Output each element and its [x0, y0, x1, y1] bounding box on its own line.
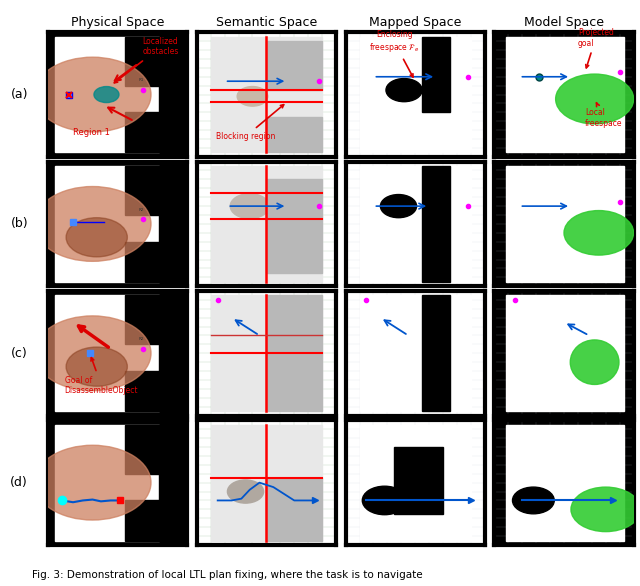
- Bar: [125, 242, 159, 282]
- Text: Enclosing
freespace $\mathcal{F}_e$: Enclosing freespace $\mathcal{F}_e$: [369, 30, 419, 77]
- Circle shape: [571, 487, 640, 532]
- Bar: [125, 371, 159, 411]
- Text: R2: R2: [138, 337, 144, 341]
- Text: (c): (c): [11, 347, 28, 360]
- Text: Local
freespace: Local freespace: [585, 103, 622, 128]
- Circle shape: [362, 486, 407, 515]
- Bar: [360, 425, 471, 540]
- Bar: [506, 166, 624, 282]
- Bar: [360, 166, 471, 282]
- Bar: [506, 425, 624, 540]
- Bar: [266, 179, 322, 273]
- Text: Projected
goal: Projected goal: [578, 28, 614, 68]
- Circle shape: [237, 87, 268, 106]
- Bar: [125, 166, 159, 215]
- Bar: [159, 37, 188, 152]
- Bar: [360, 295, 471, 411]
- Ellipse shape: [570, 340, 619, 384]
- Text: (b): (b): [10, 217, 28, 230]
- Text: Region 1: Region 1: [73, 128, 110, 137]
- Bar: [211, 166, 322, 282]
- Bar: [55, 425, 159, 540]
- Circle shape: [66, 217, 127, 257]
- Text: (a): (a): [10, 88, 28, 101]
- Text: Fig. 3: Demonstration of local LTL plan fixing, where the task is to navigate: Fig. 3: Demonstration of local LTL plan …: [32, 570, 422, 580]
- Text: Blocking region: Blocking region: [216, 105, 284, 141]
- Bar: [266, 117, 322, 152]
- Circle shape: [66, 347, 127, 386]
- Bar: [422, 295, 450, 411]
- Bar: [125, 295, 159, 345]
- Bar: [211, 37, 322, 152]
- Bar: [211, 295, 322, 411]
- Bar: [125, 425, 159, 473]
- Circle shape: [513, 487, 554, 514]
- Text: (d): (d): [10, 476, 28, 489]
- Bar: [506, 37, 624, 152]
- Bar: [211, 425, 322, 540]
- Circle shape: [34, 316, 151, 391]
- Circle shape: [386, 79, 422, 102]
- Circle shape: [230, 193, 269, 219]
- Bar: [266, 478, 322, 540]
- Bar: [360, 37, 471, 152]
- Circle shape: [34, 445, 151, 520]
- Text: Mapped Space: Mapped Space: [369, 16, 461, 29]
- Circle shape: [564, 210, 634, 255]
- Bar: [159, 166, 188, 282]
- Text: R2: R2: [138, 207, 144, 212]
- Circle shape: [94, 87, 119, 103]
- Bar: [55, 166, 159, 282]
- Text: Model Space: Model Space: [524, 16, 604, 29]
- Text: Goal of
DisassembleObject: Goal of DisassembleObject: [65, 357, 138, 396]
- Bar: [422, 37, 450, 113]
- Circle shape: [380, 195, 417, 217]
- Text: Physical Space: Physical Space: [71, 16, 164, 29]
- Bar: [125, 500, 159, 540]
- Text: R1: R1: [138, 78, 144, 82]
- Bar: [55, 295, 159, 411]
- Circle shape: [34, 57, 151, 132]
- Bar: [422, 166, 450, 282]
- Bar: [266, 295, 322, 411]
- Bar: [55, 37, 159, 152]
- Text: Semantic Space: Semantic Space: [216, 16, 317, 29]
- Bar: [125, 37, 159, 86]
- Bar: [159, 295, 188, 411]
- Bar: [506, 295, 624, 411]
- Circle shape: [227, 480, 264, 503]
- Bar: [125, 113, 159, 152]
- Circle shape: [556, 74, 634, 124]
- Circle shape: [34, 186, 151, 261]
- Bar: [394, 447, 443, 514]
- Bar: [266, 41, 322, 90]
- Bar: [159, 425, 188, 540]
- Text: Localized
obstacles: Localized obstacles: [115, 37, 179, 83]
